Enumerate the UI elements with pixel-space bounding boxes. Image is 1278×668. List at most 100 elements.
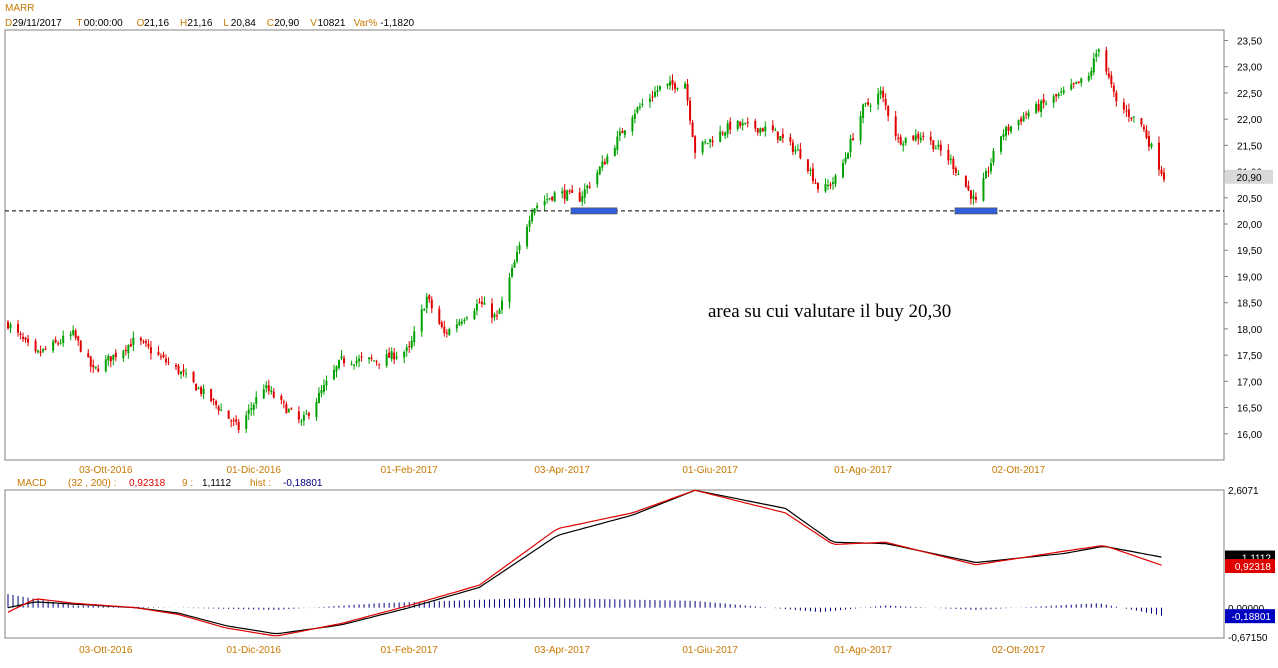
price-x-tick: 01-Feb-2017 bbox=[381, 465, 439, 476]
candle-body bbox=[952, 158, 955, 170]
candle-body bbox=[1163, 172, 1165, 180]
candle-body bbox=[265, 385, 268, 389]
candle-body bbox=[1125, 110, 1128, 112]
candle-body bbox=[37, 350, 40, 352]
candle-body bbox=[932, 140, 935, 150]
candle-body bbox=[340, 356, 343, 359]
candle-body bbox=[22, 336, 25, 339]
price-y-axis: 16,00 16,50 17,00 17,50 18,00 18,50 19,00 19,50… bbox=[1224, 36, 1262, 441]
candle-body bbox=[1127, 109, 1130, 117]
candle-body bbox=[408, 345, 411, 347]
candle-body bbox=[719, 131, 722, 142]
candle-body bbox=[899, 136, 902, 145]
candle-body bbox=[302, 415, 305, 421]
candle-body bbox=[814, 182, 817, 184]
candle-body bbox=[92, 365, 95, 368]
candle-body bbox=[992, 150, 995, 163]
candle-body bbox=[498, 309, 501, 314]
candle-body bbox=[353, 364, 356, 366]
macd-params: (32 , 200) : bbox=[68, 478, 116, 489]
candle-body bbox=[227, 410, 230, 419]
price-x-axis: 03-Ott-2016 01-Dic-2016 01-Feb-2017 03-Apr-… bbox=[79, 465, 1046, 476]
candle-body bbox=[144, 341, 147, 344]
candle-body bbox=[648, 98, 651, 102]
candle-body bbox=[606, 156, 609, 164]
header-value-7: -1,1820 bbox=[380, 18, 414, 29]
macd-tag-bg bbox=[1225, 559, 1275, 574]
candle-body bbox=[232, 420, 235, 422]
candle-body bbox=[375, 361, 378, 363]
candle-body bbox=[583, 189, 586, 198]
candle-body bbox=[420, 309, 423, 332]
candle-body bbox=[603, 161, 606, 165]
candle-body bbox=[724, 132, 727, 136]
candle-body bbox=[776, 131, 779, 140]
macd-line bbox=[7, 489, 1162, 637]
candle-body bbox=[149, 347, 152, 354]
candle-body bbox=[1005, 127, 1008, 136]
candle-body bbox=[949, 158, 952, 160]
candle-body bbox=[897, 137, 900, 139]
candle-body bbox=[480, 301, 483, 304]
candle-body bbox=[24, 337, 27, 340]
candle-body bbox=[1035, 103, 1038, 113]
candle-body bbox=[1027, 112, 1030, 117]
candle-body bbox=[852, 138, 855, 140]
candle-body bbox=[280, 396, 283, 400]
candle-body bbox=[215, 400, 218, 405]
macd-tag-value: 0,92318 bbox=[1235, 562, 1272, 573]
price-tick-label: 19,50 bbox=[1237, 246, 1262, 257]
candle-body bbox=[869, 105, 872, 107]
last-price-value: 20,90 bbox=[1236, 173, 1261, 184]
candle-body bbox=[831, 182, 834, 184]
candle-body bbox=[653, 91, 656, 97]
macd-x-tick: 03-Apr-2017 bbox=[534, 645, 590, 656]
macd-axis-top: 2,6071 bbox=[1228, 486, 1259, 497]
candle-body bbox=[220, 409, 223, 411]
candle-body bbox=[17, 324, 20, 333]
candle-body bbox=[756, 128, 759, 133]
candle-body bbox=[694, 136, 697, 153]
macd-value: 0,92318 bbox=[129, 478, 166, 489]
candle-body bbox=[771, 125, 774, 131]
candle-body bbox=[676, 87, 679, 90]
candle-body bbox=[448, 328, 451, 336]
candle-body bbox=[726, 123, 729, 134]
last-price-tag: 20,90 bbox=[1225, 169, 1273, 184]
candle-body bbox=[1095, 53, 1098, 57]
macd-x-tick: 01-Giu-2017 bbox=[682, 645, 738, 656]
candle-body bbox=[350, 363, 353, 365]
candle-body bbox=[1132, 116, 1135, 118]
candle-body bbox=[443, 326, 446, 334]
candle-body bbox=[52, 341, 55, 351]
price-tick-label: 20,00 bbox=[1237, 220, 1262, 231]
candle-body bbox=[1055, 94, 1058, 97]
candle-body bbox=[272, 391, 275, 398]
price-tick-label: 17,50 bbox=[1237, 351, 1262, 362]
candle-body bbox=[94, 366, 97, 369]
candle-body bbox=[210, 389, 213, 402]
candle-body bbox=[1040, 100, 1043, 112]
candle-body bbox=[104, 359, 107, 372]
candle-body bbox=[1142, 126, 1145, 130]
candle-body bbox=[185, 373, 188, 375]
candle-body bbox=[114, 352, 117, 358]
candle-body bbox=[413, 331, 416, 342]
header-value-5: 20,90 bbox=[274, 18, 299, 29]
candle-body bbox=[1010, 126, 1013, 132]
candle-body bbox=[1002, 134, 1005, 137]
candle-body bbox=[526, 226, 529, 247]
candle-body bbox=[358, 358, 361, 362]
candle-body bbox=[842, 162, 845, 178]
candle-body bbox=[568, 190, 571, 192]
candle-body bbox=[9, 324, 12, 329]
candle-body bbox=[754, 121, 757, 129]
candle-body bbox=[475, 303, 478, 311]
header-key-4: L bbox=[223, 18, 229, 29]
candle-body bbox=[621, 130, 624, 134]
candle-body bbox=[862, 104, 865, 118]
candle-body bbox=[159, 356, 162, 358]
candle-body bbox=[335, 366, 338, 372]
candle-body bbox=[894, 116, 897, 137]
candle-body bbox=[912, 135, 915, 140]
